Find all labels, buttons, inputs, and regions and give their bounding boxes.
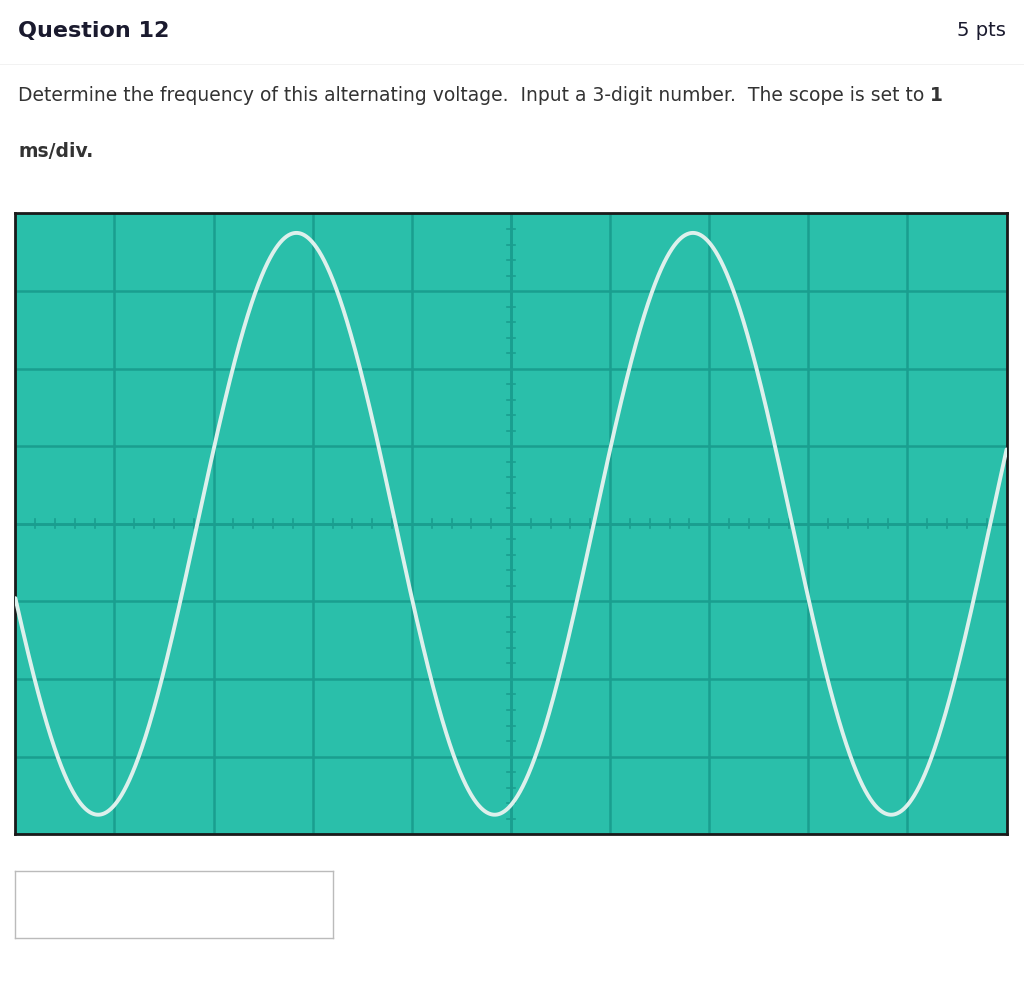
Text: 1: 1 xyxy=(930,86,943,105)
Text: 5 pts: 5 pts xyxy=(956,22,1006,41)
Text: Question 12: Question 12 xyxy=(18,21,170,41)
Text: ms/div.: ms/div. xyxy=(18,142,93,161)
Text: Determine the frequency of this alternating voltage.  Input a 3-digit number.  T: Determine the frequency of this alternat… xyxy=(18,86,931,105)
